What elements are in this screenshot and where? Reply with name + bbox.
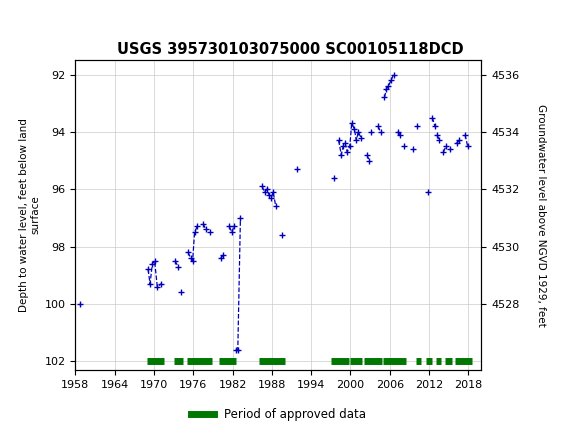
Text: USGS 395730103075000 SC00105118DCD: USGS 395730103075000 SC00105118DCD [117, 42, 463, 57]
Y-axis label: Depth to water level, feet below land
surface: Depth to water level, feet below land su… [19, 118, 41, 312]
Legend: Period of approved data: Period of approved data [186, 403, 371, 426]
Text: USGS: USGS [49, 11, 104, 29]
Y-axis label: Groundwater level above NGVD 1929, feet: Groundwater level above NGVD 1929, feet [536, 104, 546, 326]
